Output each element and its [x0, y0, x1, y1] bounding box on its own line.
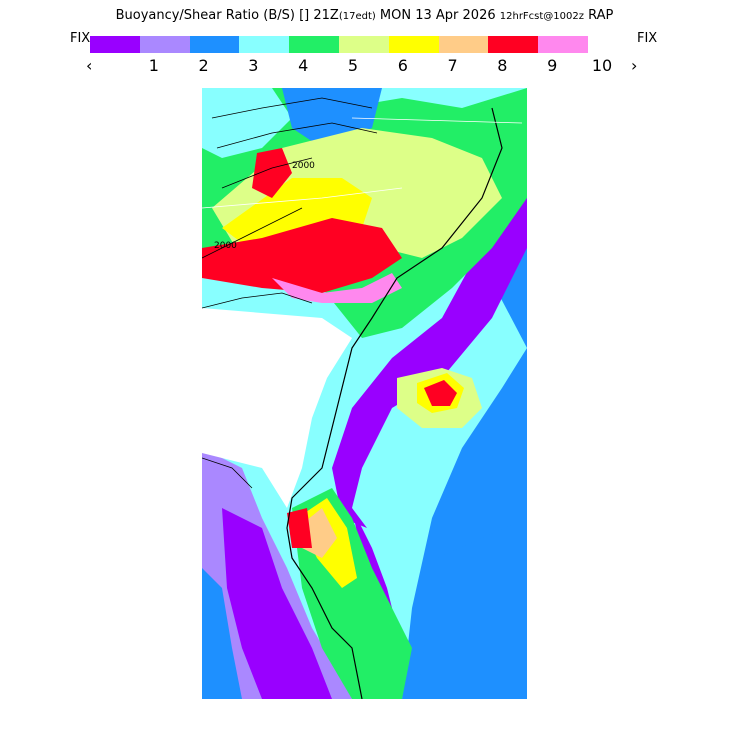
fix-right-button[interactable]: FIX	[637, 31, 658, 46]
buoyancy-shear-map: 2000 2000	[202, 88, 527, 699]
colorbar-segment-2[interactable]	[139, 36, 190, 53]
model-name: RAP	[588, 8, 614, 23]
colorbar-segment-6[interactable]	[338, 36, 389, 53]
colorbar-label-2: 2	[198, 56, 209, 75]
contour-label-1: 2000	[214, 241, 237, 251]
colorbar-label-4: 4	[298, 56, 309, 75]
contour-label-2: 2000	[292, 161, 315, 171]
colorbar-segment-3[interactable]	[189, 36, 240, 53]
valid-local-time: (17edt)	[338, 11, 376, 22]
colorbar-label-5: 5	[347, 56, 359, 75]
prev-arrow-icon[interactable]: ‹	[86, 56, 93, 75]
colorbar-label-3: 3	[248, 56, 259, 75]
colorbar-segment-7[interactable]	[388, 36, 439, 53]
fix-left-button[interactable]: FIX	[70, 31, 91, 46]
colorbar-label-8: 8	[497, 56, 508, 75]
colorbar-label-6: 6	[397, 56, 408, 75]
next-arrow-icon[interactable]: ›	[631, 56, 638, 75]
valid-date: MON 13 Apr 2026	[379, 8, 496, 23]
colorbar-label-7: 7	[447, 56, 458, 75]
colorbar-label-1: 1	[148, 56, 159, 75]
colorbar	[90, 36, 588, 53]
map-title: Buoyancy/Shear Ratio (B/S) [] 21Z(17edt)…	[0, 8, 729, 23]
valid-time: [] 21Z	[299, 8, 339, 23]
colorbar-label-9: 9	[547, 56, 558, 75]
colorbar-segment-9[interactable]	[488, 36, 539, 53]
colorbar-segment-10[interactable]	[538, 36, 588, 53]
colorbar-labels: 1 2 3 4 5 6 7 8 9 10	[0, 56, 729, 76]
colorbar-label-10: 10	[591, 56, 613, 75]
colorbar-segment-8[interactable]	[438, 36, 489, 53]
forecast-info: 12hrFcst@1002z	[499, 11, 585, 22]
colorbar-segment-1[interactable]	[90, 36, 140, 53]
colorbar-segment-4[interactable]	[239, 36, 290, 53]
title-text: Buoyancy/Shear Ratio (B/S)	[115, 8, 295, 23]
colorbar-segment-5[interactable]	[289, 36, 339, 53]
